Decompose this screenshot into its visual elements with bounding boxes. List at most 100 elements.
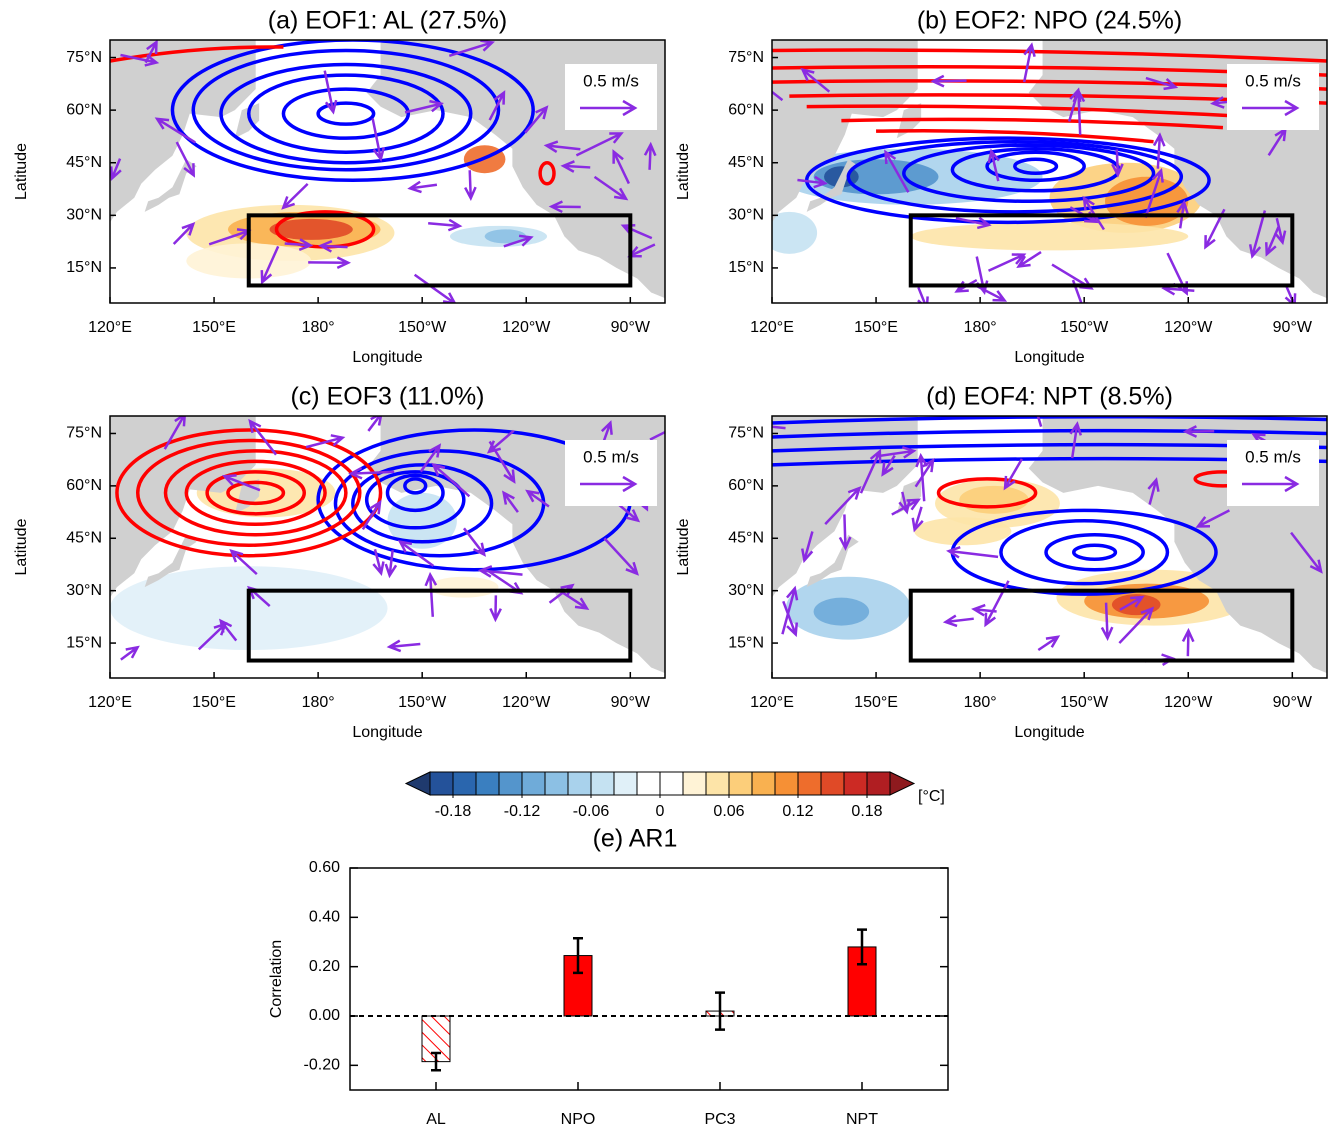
reference-label: 0.5 m/s	[1245, 71, 1301, 90]
y-tick-label: 45°N	[66, 154, 102, 171]
x-tick-label: 150°E	[192, 319, 236, 336]
wind-vector	[643, 141, 657, 170]
slp-contour-negative	[1013, 157, 1059, 176]
wind-vector	[1144, 167, 1164, 219]
colorbar-box	[475, 771, 500, 796]
wind-vector	[397, 540, 435, 567]
y-tick-label: 30°N	[66, 207, 102, 224]
y-tick-label: 15°N	[66, 259, 102, 276]
slp-contour-positive	[163, 449, 348, 537]
map-title: (d) EOF4: NPT (8.5%)	[926, 383, 1173, 411]
wind-vector	[988, 253, 1027, 272]
sst-anomaly	[772, 211, 818, 254]
wind-vector	[649, 430, 665, 441]
x-tick-label: NPT	[846, 1111, 878, 1128]
wind-vector	[424, 571, 438, 617]
x-axis-label: Longitude	[352, 724, 422, 741]
wind-vector	[486, 429, 515, 454]
wind-vector	[120, 645, 140, 661]
region-box	[908, 213, 1295, 288]
colorbar-unit: [°C]	[918, 788, 945, 805]
wind-vector	[348, 466, 395, 480]
region-box	[908, 588, 1295, 663]
wind-vector	[1036, 416, 1043, 428]
wind-vector	[260, 245, 280, 285]
wind-vector	[154, 117, 196, 144]
wind-vector	[463, 527, 486, 557]
colorbar-box	[751, 771, 776, 796]
error-bar	[573, 937, 583, 975]
wind-vector	[543, 140, 581, 153]
wind-vector	[317, 239, 348, 253]
slp-contour-positive	[936, 477, 1038, 509]
y-axis-label: Latitude	[13, 518, 30, 575]
y-tick-label: 15°N	[728, 634, 764, 651]
y-tick-label: 45°N	[728, 529, 764, 546]
reference-box	[1227, 440, 1319, 506]
y-tick-label: 30°N	[66, 582, 102, 599]
wind-vector	[221, 474, 261, 492]
wind-vector	[503, 234, 534, 248]
map-panel	[110, 416, 665, 674]
map-frame	[109, 415, 666, 679]
sst-anomaly	[813, 597, 870, 626]
wind-vector	[987, 148, 1000, 182]
y-tick-label: 60°N	[66, 477, 102, 494]
slp-contour-positive	[184, 459, 327, 527]
y-tick-label: 60°N	[728, 477, 764, 494]
wind-vector	[914, 457, 935, 488]
slp-contour-positive	[806, 104, 1258, 119]
wind-vector	[361, 499, 382, 531]
y-tick-label: 60°N	[66, 101, 102, 118]
y-tick-label: 15°N	[728, 259, 764, 276]
y-axis-label: Correlation	[268, 940, 285, 1018]
error-bar	[857, 928, 867, 966]
x-tick-label: 150°W	[1060, 694, 1109, 711]
wind-vector	[431, 462, 471, 498]
land	[110, 416, 256, 598]
x-tick-label: NPO	[561, 1111, 596, 1128]
wind-vector	[1265, 226, 1280, 257]
wind-vector	[1147, 477, 1160, 505]
wind-vector	[824, 485, 862, 525]
x-tick-label: 120°W	[502, 694, 551, 711]
reference-box	[565, 64, 657, 130]
y-tick-label: 0.60	[309, 859, 340, 876]
slp-contour-positive	[876, 128, 1154, 144]
land	[110, 40, 256, 223]
y-tick-label: 45°N	[728, 154, 764, 171]
y-tick-label: -0.20	[304, 1057, 341, 1074]
wind-vector	[488, 90, 506, 121]
x-tick-label: 150°E	[192, 694, 236, 711]
slp-contour-negative	[170, 40, 535, 182]
x-tick-label: 150°E	[854, 694, 898, 711]
colorbar-box	[613, 771, 638, 796]
wind-vector	[163, 416, 186, 450]
land	[144, 159, 197, 212]
map-panel	[110, 40, 665, 303]
wind-vector	[782, 600, 799, 638]
y-tick-label: 60°N	[728, 101, 764, 118]
wind-vector	[955, 216, 992, 230]
wind-vector	[1152, 132, 1166, 169]
wind-vector	[1284, 284, 1297, 303]
wind-vector	[229, 548, 258, 576]
wind-vector	[548, 200, 581, 214]
wind-vector	[984, 580, 1010, 628]
y-tick-label: 0.00	[309, 1007, 340, 1024]
reference-arrow	[580, 99, 638, 117]
map-title: (b) EOF2: NPO (24.5%)	[917, 7, 1182, 35]
colorbar-tick-label: 0.12	[782, 803, 813, 820]
sst-anomaly	[387, 492, 457, 549]
x-tick-label: 120°E	[750, 319, 794, 336]
wind-vector	[110, 158, 122, 182]
slp-contour-negative	[902, 143, 1156, 204]
colorbar-extend	[889, 771, 916, 796]
slp-contour-negative	[1072, 543, 1118, 561]
x-tick-label: 120°E	[88, 319, 132, 336]
slp-contour-negative	[247, 73, 445, 154]
slp-contour-positive	[205, 470, 306, 516]
x-axis-label: Longitude	[352, 349, 422, 366]
wind-vector	[120, 53, 160, 67]
slp-contour-negative	[772, 416, 1327, 425]
